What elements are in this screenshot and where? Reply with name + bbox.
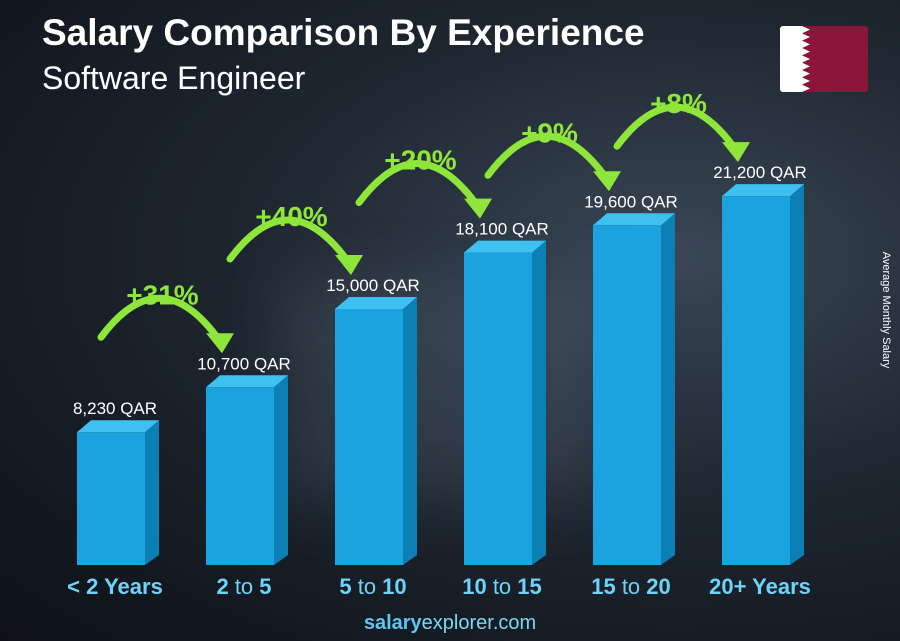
bar (464, 252, 532, 565)
bar-top (593, 213, 675, 226)
footer-brand[interactable]: salaryexplorer.com (0, 612, 900, 635)
value-label: 18,100 QAR (455, 220, 549, 239)
bar-top (464, 240, 546, 253)
change-arrow (97, 294, 224, 345)
category-label-part: 20+ (709, 574, 746, 599)
category-label: 10 to 15 (462, 574, 542, 599)
category-label: 2 to 5 (216, 574, 271, 599)
value-label: 21,200 QAR (713, 163, 807, 182)
bar (335, 309, 403, 565)
arrow-head-icon (464, 198, 492, 219)
chart-title: Salary Comparison By Experience (42, 12, 645, 53)
bar-side (532, 240, 546, 565)
value-label: 8,230 QAR (73, 399, 157, 418)
category-label-part: Years (746, 574, 810, 599)
background-glow (280, 280, 600, 500)
bar-top (722, 184, 804, 197)
bar (593, 225, 661, 565)
brand-tld: .com (492, 612, 537, 634)
category-label: < 2 Years (67, 574, 163, 599)
category-label: 15 to 20 (591, 574, 671, 599)
category-label-part: 10 (376, 574, 407, 599)
category-label: 5 to 10 (339, 574, 406, 599)
qatar-flag-icon (780, 26, 868, 92)
brand-salary: salary (363, 612, 422, 634)
bar (722, 196, 790, 565)
brand-explorer: explorer (421, 612, 493, 634)
category-label-part: to (352, 574, 376, 599)
category-label-part: Years (98, 574, 162, 599)
category-label-part: 10 (462, 574, 486, 599)
bar-side (274, 375, 288, 565)
bar-side (403, 297, 417, 565)
bar-side (661, 213, 675, 565)
category-label-part: < 2 (67, 574, 98, 599)
category-label-part: 15 (591, 574, 615, 599)
bar (77, 432, 145, 565)
change-label: +31% (126, 279, 198, 310)
bar-side (145, 420, 159, 565)
arrow-head-icon (335, 255, 363, 275)
bar-side (790, 184, 804, 565)
bar-top (206, 375, 288, 388)
chart-subtitle: Software Engineer (42, 60, 306, 96)
category-label-part: to (616, 574, 640, 599)
category-label: 20+ Years (709, 574, 811, 599)
change-label: +40% (255, 201, 327, 232)
category-label-part: 15 (511, 574, 542, 599)
arrow-head-icon (206, 333, 234, 354)
change-arrow (226, 216, 353, 267)
bar-top (77, 420, 159, 433)
change-label: +20% (384, 145, 456, 176)
value-label: 15,000 QAR (326, 276, 420, 295)
change-arrow (613, 103, 740, 154)
value-label: 10,700 QAR (197, 354, 291, 373)
category-label-part: 20 (640, 574, 671, 599)
arrow-head-icon (722, 142, 750, 163)
category-label-part: to (229, 574, 253, 599)
category-label-part: 5 (253, 574, 271, 599)
category-label-part: 2 (216, 574, 228, 599)
bar (206, 387, 274, 565)
change-arrow (484, 132, 611, 183)
arrow-head-icon (593, 171, 621, 192)
change-label: +8% (650, 88, 707, 119)
change-label: +9% (521, 117, 578, 148)
category-label-part: 5 (339, 574, 351, 599)
change-arrow (355, 160, 482, 211)
value-label: 19,600 QAR (584, 192, 678, 211)
bar-top (335, 297, 417, 309)
category-label-part: to (487, 574, 511, 599)
